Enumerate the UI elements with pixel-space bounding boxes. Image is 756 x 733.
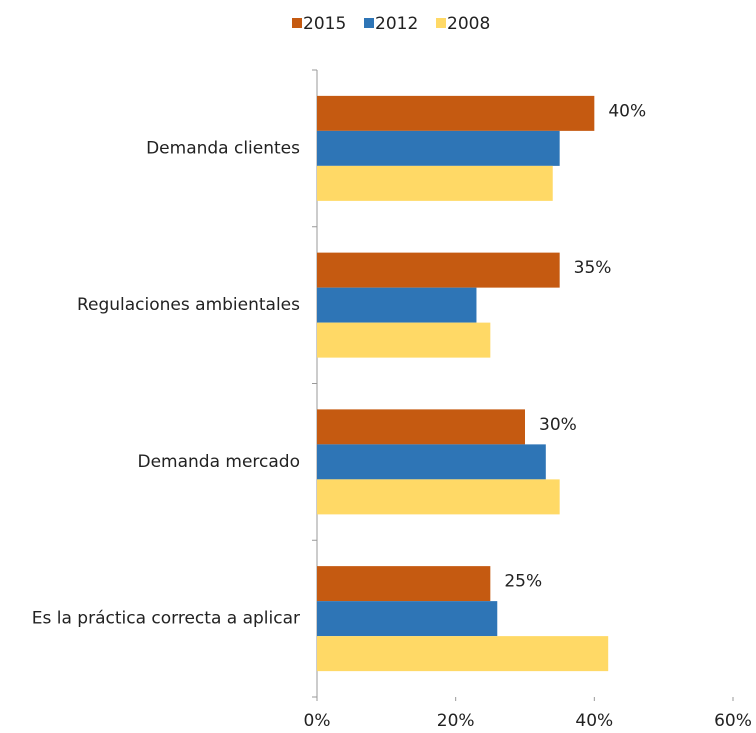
data-label: 35% xyxy=(574,258,612,278)
category-label: Regulaciones ambientales xyxy=(77,295,300,315)
bar xyxy=(317,479,560,515)
bar xyxy=(317,636,609,672)
data-label: 40% xyxy=(608,101,646,121)
legend-label: 2012 xyxy=(375,14,418,34)
bar xyxy=(317,566,491,602)
x-tick-label: 40% xyxy=(575,711,613,731)
legend-label: 2008 xyxy=(447,14,490,34)
legend-swatch xyxy=(436,18,446,28)
bar xyxy=(317,601,498,637)
legend-label: 2015 xyxy=(303,14,346,34)
bar xyxy=(317,95,595,131)
x-tick-label: 0% xyxy=(304,711,331,731)
category-label: Es la práctica correcta a aplicar xyxy=(32,609,300,629)
bar xyxy=(317,287,477,323)
legend-swatch xyxy=(292,18,302,28)
bar xyxy=(317,322,491,358)
bar xyxy=(317,252,560,288)
data-label: 25% xyxy=(504,572,542,592)
bar xyxy=(317,444,546,480)
category-label: Demanda clientes xyxy=(146,138,300,158)
category-label: Demanda mercado xyxy=(137,452,300,472)
x-tick-label: 20% xyxy=(437,711,475,731)
legend-swatch xyxy=(364,18,374,28)
bar xyxy=(317,165,553,201)
bar xyxy=(317,409,525,445)
bar xyxy=(317,130,560,166)
x-tick-label: 60% xyxy=(714,711,752,731)
data-label: 30% xyxy=(539,415,577,435)
